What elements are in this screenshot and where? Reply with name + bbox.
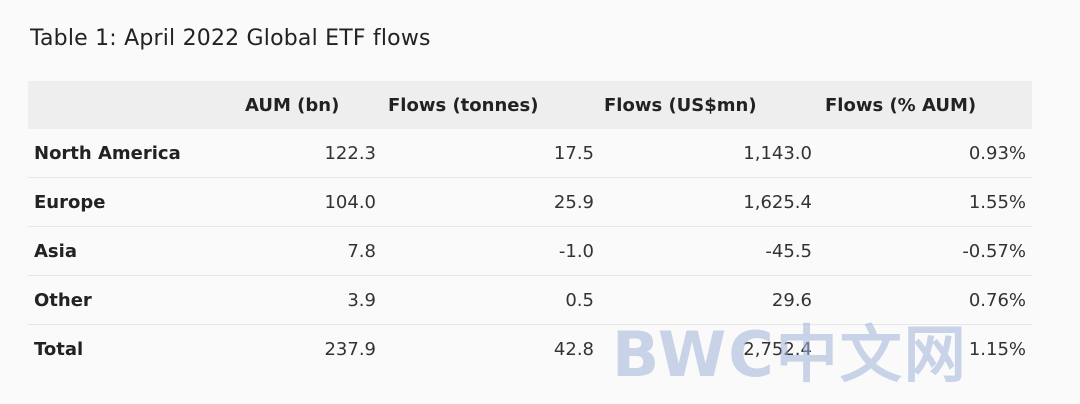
flows-usd-value: 29.6 <box>771 289 812 311</box>
region-label: North America <box>34 142 181 164</box>
flows-usd-value: 1,143.0 <box>743 142 812 164</box>
flows-tonnes-value: 0.5 <box>565 289 594 311</box>
region-label: Total <box>34 339 84 360</box>
etf-flows-table: AUM (bn) Flows (tonnes) Flows (US$mn) Fl… <box>28 81 1032 374</box>
flows-usd-value: -45.5 <box>765 240 812 262</box>
flows-pct-value: 1.55% <box>968 191 1026 213</box>
table-row: North America 122.3 17.5 1,143.0 0.93% <box>28 129 1032 178</box>
table-header-row: AUM (bn) Flows (tonnes) Flows (US$mn) Fl… <box>28 81 1032 129</box>
header-cell-region <box>34 81 234 129</box>
table-title: Table 1: April 2022 Global ETF flows <box>30 26 431 51</box>
flows-pct-value: 1.15% <box>968 339 1026 360</box>
region-label: Other <box>34 289 92 311</box>
aum-value: 122.3 <box>324 142 376 164</box>
flows-pct-value: 0.76% <box>968 289 1026 311</box>
flows-tonnes-value: -1.0 <box>558 240 594 262</box>
region-label: Asia <box>34 240 77 262</box>
flows-usd-value: 1,625.4 <box>743 191 812 213</box>
table-row-total: Total 237.9 42.8 2,752.4 1.15% <box>28 325 1032 374</box>
table-row: Other 3.9 0.5 29.6 0.76% <box>28 276 1032 325</box>
flows-pct-value: -0.57% <box>962 240 1026 262</box>
flows-tonnes-value: 42.8 <box>553 339 594 360</box>
flows-pct-value: 0.93% <box>968 142 1026 164</box>
region-label: Europe <box>34 191 106 213</box>
aum-value: 104.0 <box>324 191 376 213</box>
flows-usd-value: 2,752.4 <box>743 339 812 360</box>
header-cell-flows-usd: Flows (US$mn) <box>604 94 757 116</box>
header-cell-flows-pct: Flows (% AUM) <box>825 94 977 116</box>
aum-value: 237.9 <box>324 339 376 360</box>
flows-tonnes-value: 17.5 <box>553 142 594 164</box>
aum-value: 7.8 <box>347 240 376 262</box>
header-cell-aum: AUM (bn) <box>245 94 340 116</box>
header-cell-flows-tonnes: Flows (tonnes) <box>388 94 539 116</box>
aum-value: 3.9 <box>347 289 376 311</box>
table-row: Asia 7.8 -1.0 -45.5 -0.57% <box>28 227 1032 276</box>
table-row: Europe 104.0 25.9 1,625.4 1.55% <box>28 178 1032 227</box>
flows-tonnes-value: 25.9 <box>553 191 594 213</box>
